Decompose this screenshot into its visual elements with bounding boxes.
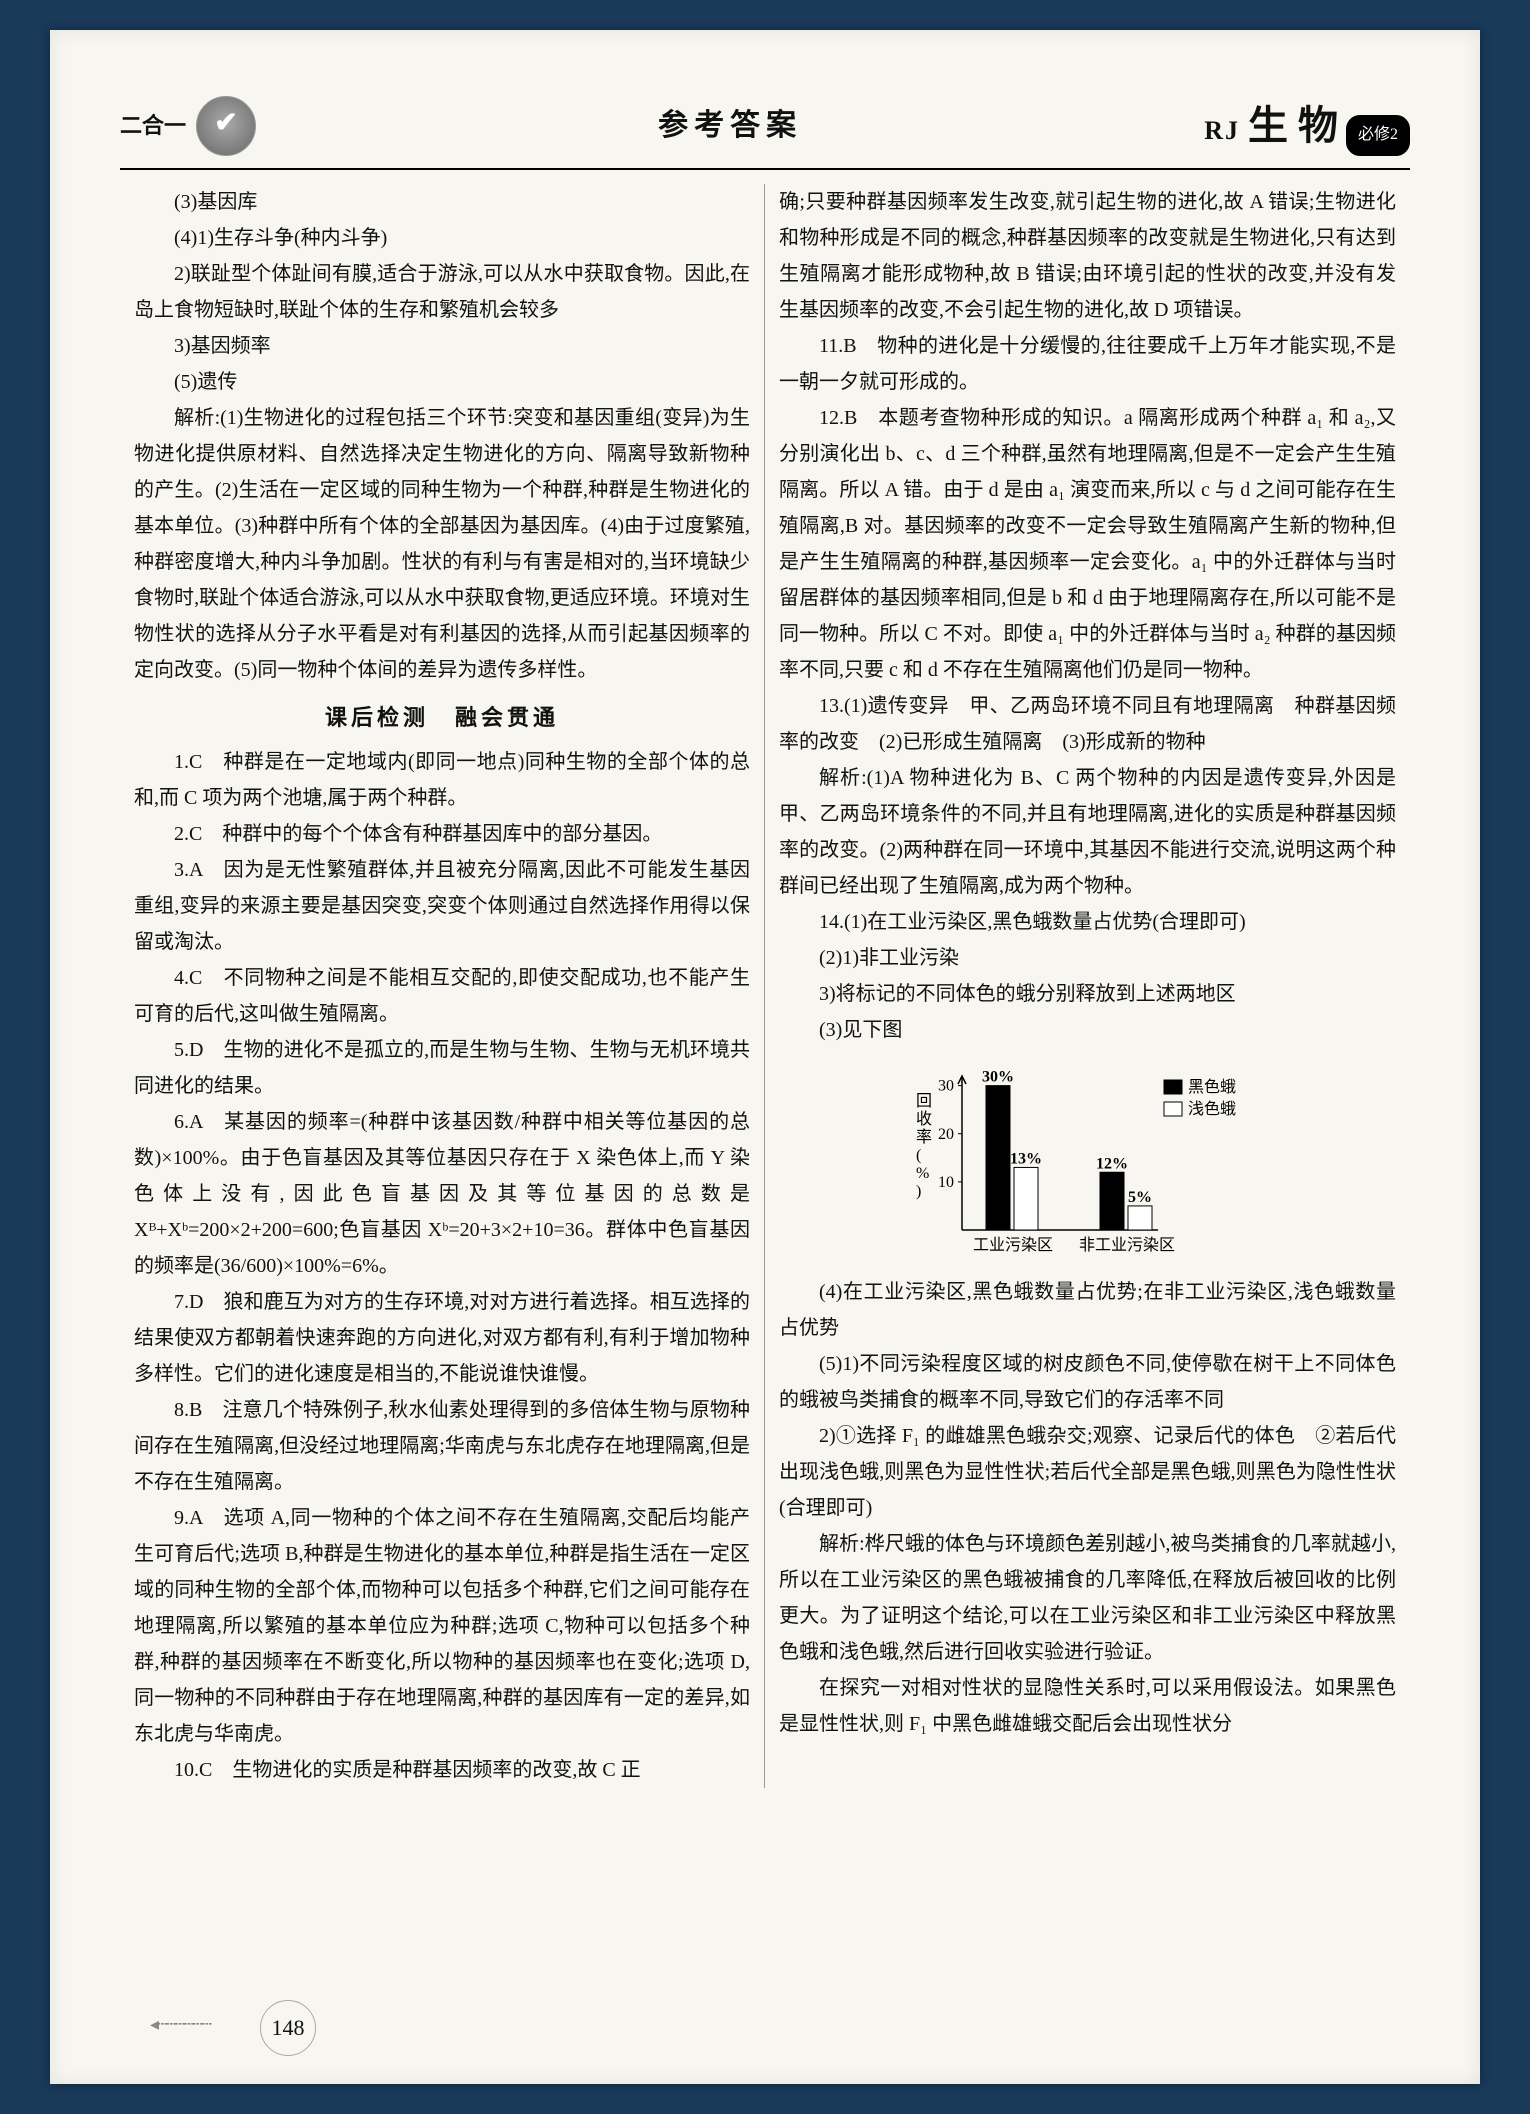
body-text: 2.C 种群中的每个个体含有种群基因库中的部分基因。 [134, 816, 750, 852]
body-text: 11.B 物种的进化是十分缓慢的,往往要成千上万年才能实现,不是一朝一夕就可形成… [779, 328, 1396, 400]
body-text: (5)1)不同污染程度区域的树皮颜色不同,使停歇在树干上不同体色的蛾被鸟类捕食的… [779, 1346, 1396, 1418]
svg-text:5%: 5% [1128, 1189, 1152, 1206]
content-columns: (3)基因库 (4)1)生存斗争(种内斗争) 2)联趾型个体趾间有膜,适合于游泳… [120, 184, 1410, 1788]
body-text: 解析:(1)生物进化的过程包括三个环节:突变和基因重组(变异)为生物进化提供原材… [134, 400, 750, 688]
body-text: 在探究一对相对性状的显隐性关系时,可以采用假设法。如果黑色是显性性状,则 F₁ … [779, 1670, 1396, 1742]
page-arrow-icon: ◂┄┄┄┄┄┄ [150, 2008, 210, 2040]
body-text: (4)1)生存斗争(种内斗争) [134, 220, 750, 256]
header-left: 二合一 [120, 96, 256, 156]
body-text: (3)见下图 [779, 1012, 1396, 1048]
svg-text:回: 回 [916, 1093, 932, 1110]
svg-text:20: 20 [938, 1126, 954, 1143]
body-text: 解析:(1)A 物种进化为 B、C 两个物种的内因是遗传变异,外因是甲、乙两岛环… [779, 760, 1396, 904]
svg-text:13%: 13% [1010, 1150, 1042, 1167]
page-number-value: 148 [260, 2000, 316, 2056]
bar-chart: 10 20 30 回收率(%) 30% 13% 工业污染区 12%5% 非工业污染区 黑色蛾浅色蛾 [779, 1056, 1396, 1266]
body-text: 8.B 注意几个特殊例子,秋水仙素处理得到的多倍体生物与原物种间存在生殖隔离,但… [134, 1392, 750, 1500]
body-text: 3.A 因为是无性繁殖群体,并且被充分隔离,因此不可能发生基因重组,变异的来源主… [134, 852, 750, 960]
svg-text:10: 10 [938, 1174, 954, 1191]
body-text: 解析:桦尺蛾的体色与环境颜色差别越小,被鸟类捕食的几率就越小,所以在工业污染区的… [779, 1526, 1396, 1670]
body-text: 13.(1)遗传变异 甲、乙两岛环境不同且有地理隔离 种群基因频率的改变 (2)… [779, 688, 1396, 760]
body-text: 5.D 生物的进化不是孤立的,而是生物与生物、生物与无机环境共同进化的结果。 [134, 1032, 750, 1104]
publisher-code: RJ [1204, 108, 1240, 155]
body-text: 12.B 本题考查物种形成的知识。a 隔离形成两个种群 a₁ 和 a₂,又分别演… [779, 400, 1396, 688]
subject-label: 生 物 [1248, 90, 1338, 162]
page-title: 参考答案 [658, 99, 802, 153]
page-header: 二合一 参考答案 RJ 生 物 必修2 [120, 90, 1410, 170]
section-title: 课后检测 融会贯通 [134, 698, 750, 738]
column-right: 确;只要种群基因频率发生改变,就引起生物的进化,故 A 错误;生物进化和物种形成… [765, 184, 1410, 1788]
svg-text:收: 收 [916, 1110, 932, 1128]
body-text: 10.C 生物进化的实质是种群基因频率的改变,故 C 正 [134, 1752, 750, 1788]
svg-text:工业污染区: 工业污染区 [972, 1236, 1052, 1254]
body-text: 6.A 某基因的频率=(种群中该基因数/种群中相关等位基因的总数)×100%。由… [134, 1104, 750, 1284]
svg-text:黑色蛾: 黑色蛾 [1188, 1078, 1236, 1096]
body-text: (5)遗传 [134, 364, 750, 400]
svg-text:%: % [916, 1165, 929, 1182]
page-number: 148 [260, 2000, 316, 2056]
body-text: 9.A 选项 A,同一物种的个体之间不存在生殖隔离,交配后均能产生可育后代;选项… [134, 1500, 750, 1752]
body-text: 2)①选择 F₁ 的雌雄黑色蛾杂交;观察、记录后代的体色 ②若后代出现浅色蛾,则… [779, 1418, 1396, 1526]
series-label: 二合一 [120, 106, 186, 146]
body-text: 1.C 种群是在一定地域内(即同一地点)同种生物的全部个体的总和,而 C 项为两… [134, 744, 750, 816]
svg-text:浅色蛾: 浅色蛾 [1188, 1100, 1236, 1118]
svg-text:(: ( [916, 1147, 921, 1164]
body-text: 确;只要种群基因频率发生改变,就引起生物的进化,故 A 错误;生物进化和物种形成… [779, 184, 1396, 328]
bar-chart-svg: 10 20 30 回收率(%) 30% 13% 工业污染区 12%5% 非工业污染区 黑色蛾浅色蛾 [898, 1056, 1278, 1266]
page: 二合一 参考答案 RJ 生 物 必修2 (3)基因库 (4)1)生存斗争(种内斗… [50, 30, 1480, 2084]
column-left: (3)基因库 (4)1)生存斗争(种内斗争) 2)联趾型个体趾间有膜,适合于游泳… [120, 184, 765, 1788]
body-text: 14.(1)在工业污染区,黑色蛾数量占优势(合理即可) [779, 904, 1396, 940]
volume-badge: 必修2 [1346, 115, 1410, 156]
body-text: (4)在工业污染区,黑色蛾数量占优势;在非工业污染区,浅色蛾数量占优势 [779, 1274, 1396, 1346]
svg-text:30: 30 [938, 1078, 954, 1095]
svg-text:非工业污染区: 非工业污染区 [1078, 1236, 1174, 1254]
svg-text:30%: 30% [982, 1069, 1014, 1086]
body-text: (2)1)非工业污染 [779, 940, 1396, 976]
body-text: (3)基因库 [134, 184, 750, 220]
body-text: 4.C 不同物种之间是不能相互交配的,即使交配成功,也不能产生可育的后代,这叫做… [134, 960, 750, 1032]
svg-text:): ) [916, 1183, 921, 1200]
svg-text:率: 率 [916, 1128, 932, 1146]
logo-icon [196, 96, 256, 156]
body-text: 3)将标记的不同体色的蛾分别释放到上述两地区 [779, 976, 1396, 1012]
body-text: 7.D 狼和鹿互为对方的生存环境,对对方进行着选择。相互选择的结果使双方都朝着快… [134, 1284, 750, 1392]
svg-text:12%: 12% [1096, 1155, 1128, 1172]
body-text: 3)基因频率 [134, 328, 750, 364]
body-text: 2)联趾型个体趾间有膜,适合于游泳,可以从水中获取食物。因此,在岛上食物短缺时,… [134, 256, 750, 328]
header-right: RJ 生 物 必修2 [1204, 90, 1410, 162]
